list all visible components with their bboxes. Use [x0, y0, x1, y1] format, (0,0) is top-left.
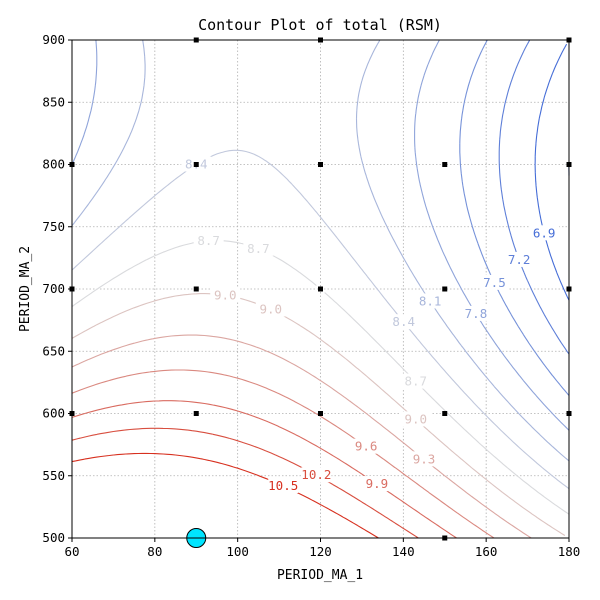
contour-label-bg: [210, 287, 241, 303]
contour-line-7-2: [498, 39, 570, 355]
design-point: [442, 411, 448, 416]
y-tick-label: 750: [42, 219, 65, 234]
contour-label: 6.9: [533, 225, 556, 240]
chart-title: Contour Plot of total (RSM): [198, 16, 442, 34]
contour-label-bg: [243, 240, 274, 256]
contour-line-9-6: [71, 369, 495, 539]
contour-labels: 6.97.27.5 7.8 8.1 8.4 8.7 9.0 9.3 9.6 9.9 10.210.…: [181, 156, 560, 493]
x-tick-label: 100: [226, 544, 249, 559]
contour-label: 9.0: [404, 411, 427, 426]
contour-label: 7.8: [465, 306, 488, 321]
y-tick-label: 500: [42, 530, 65, 545]
design-point: [318, 411, 323, 416]
y-axis-ticks: 500 550 600 650 700 750 800 850 900: [42, 32, 72, 545]
contour-label: 8.1: [419, 293, 442, 308]
contour-label-bg: [193, 232, 224, 248]
contour-label: 10.2: [301, 467, 331, 482]
contour-label: 8.7: [404, 374, 427, 389]
y-axis-label: PERIOD_MA_2: [18, 246, 33, 332]
contour-label-bg: [388, 314, 419, 330]
contour-label-bg: [301, 467, 332, 483]
x-axis-label: PERIOD_MA_1: [277, 568, 363, 583]
contour-label-bg: [409, 451, 440, 467]
design-point: [442, 162, 448, 167]
contour-label-bg: [351, 438, 382, 454]
contour-label: 9.9: [366, 476, 389, 491]
contour-label: 9.0: [214, 287, 237, 302]
x-tick-label: 140: [392, 544, 415, 559]
contour-label: 9.0: [260, 301, 283, 316]
contour-label-bg: [460, 305, 491, 321]
y-tick-label: 700: [42, 281, 65, 296]
contour-label-bg: [400, 411, 431, 427]
design-point: [193, 411, 199, 416]
x-tick-label: 120: [309, 544, 332, 559]
design-point: [193, 162, 199, 167]
contour-label: 9.6: [355, 439, 378, 454]
x-tick-label: 60: [64, 544, 79, 559]
contour-label-bg: [504, 251, 535, 267]
contour-label: 10.5: [268, 478, 298, 493]
contour-label: 8.7: [247, 241, 270, 256]
contour-label: 7.2: [508, 252, 531, 267]
y-tick-label: 650: [42, 343, 65, 358]
contour-label-bg: [361, 476, 392, 492]
y-tick-label: 900: [42, 32, 65, 47]
y-tick-label: 850: [42, 94, 65, 109]
design-point: [193, 286, 199, 292]
design-point: [442, 286, 448, 292]
contour-label: 9.3: [413, 451, 436, 466]
contour-line-9-9: [71, 400, 457, 539]
y-tick-label: 550: [42, 468, 65, 483]
design-point: [318, 286, 323, 292]
contour-label-bg: [400, 373, 431, 389]
design-point: [318, 162, 323, 167]
x-axis-ticks: 60 80 100 120 140 160 180: [64, 538, 580, 559]
y-tick-label: 600: [42, 406, 65, 421]
contour-label-bg: [415, 293, 446, 309]
x-tick-label: 160: [475, 544, 498, 559]
contour-line-10-5: [71, 452, 379, 539]
contour-label-bg: [529, 225, 560, 241]
contour-label: 8.7: [197, 233, 220, 248]
contour-line-7-5: [459, 39, 570, 396]
contour-label-bg: [268, 477, 299, 493]
contour-label-bg: [255, 301, 286, 317]
contour-label-bg: [479, 274, 510, 290]
contour-line-6-9: [534, 43, 570, 301]
contour-label: 8.4: [392, 314, 415, 329]
contour-line-7-8: [71, 39, 570, 431]
contour-line-9-3: [71, 334, 532, 539]
x-tick-label: 180: [558, 544, 581, 559]
contour-label: 7.5: [483, 275, 506, 290]
y-tick-label: 800: [42, 157, 65, 172]
x-tick-label: 80: [147, 544, 162, 559]
